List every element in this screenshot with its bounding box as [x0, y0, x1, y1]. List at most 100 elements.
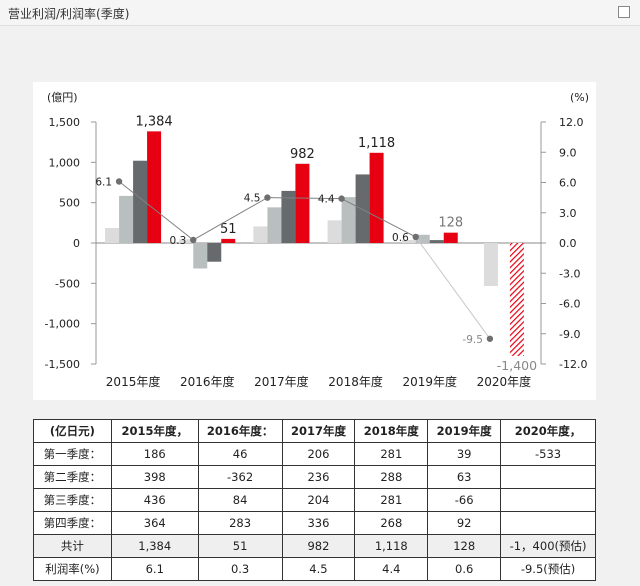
- table-cell: 288: [354, 465, 429, 489]
- table-row: 第一季度： 186 46 206 281 39 -533: [33, 442, 596, 466]
- margin-label: 0.6: [392, 232, 409, 244]
- y-tick-right: -3.0: [559, 267, 580, 280]
- table-cell: 2016年度：: [197, 419, 283, 443]
- table-margin-row: 利润率(%) 6.1 0.3 4.5 4.4 0.6 -9.5(预估): [33, 557, 596, 581]
- margin-line-segment: [267, 197, 342, 200]
- bar-3-2017年度: [281, 190, 296, 243]
- margin-line-segment: [118, 181, 194, 241]
- table-cell: [500, 465, 596, 489]
- table-cell: 281: [354, 442, 429, 466]
- margin-line-segment: [193, 197, 268, 241]
- y-tick-left: 1,000: [49, 156, 81, 169]
- y-tick-right: 12.0: [559, 116, 584, 129]
- panel-title: 营业利润/利润率(季度): [8, 7, 130, 21]
- margin-label: 4.4: [318, 194, 335, 206]
- y-tick-right: -9.0: [559, 328, 580, 341]
- bar-2-2016年度: [193, 243, 208, 269]
- y-tick-right: 0.0: [559, 237, 577, 250]
- table-row: 第四季度： 364 283 336 268 92: [33, 511, 596, 535]
- table-total-row: 共计 1,384 51 982 1,118 128 -1，400(预估): [33, 534, 596, 558]
- table-cell: -533: [500, 442, 596, 466]
- table-cell: -362: [197, 465, 283, 489]
- y-tick-left: -1,000: [45, 318, 80, 331]
- table-cell: 436: [110, 488, 199, 512]
- bar-2-2018年度: [341, 197, 356, 243]
- margin-label: 0.3: [170, 235, 187, 247]
- bar-1-2016年度: [179, 239, 194, 243]
- table-cell: 46: [197, 442, 283, 466]
- y-tick-right: -12.0: [559, 358, 587, 371]
- table-cell: 92: [427, 511, 502, 535]
- y-tick-right: 6.0: [559, 177, 577, 190]
- table-row: 第二季度： 398 -362 236 288 63: [33, 465, 596, 489]
- table-cell: 84: [197, 488, 283, 512]
- table-cell: [500, 511, 596, 535]
- profit-table: (亿日元) 2015年度， 2016年度： 2017年度 2018年度 2019年度 202…: [33, 419, 596, 581]
- bar-4-2015年度: [147, 131, 162, 243]
- margin-point: [264, 194, 271, 201]
- bar-1-2017年度: [253, 226, 268, 243]
- table-cell: 6.1: [110, 557, 199, 581]
- table-cell: 281: [354, 488, 429, 512]
- y-tick-left: 1,500: [49, 116, 81, 129]
- table-cell: 4.4: [354, 557, 429, 581]
- margin-line-segment: [415, 236, 491, 340]
- bar-data-label: -1,400: [497, 358, 537, 373]
- table-cell: 2017年度: [281, 419, 356, 443]
- table-cell: 51: [197, 534, 283, 558]
- table-header-row: (亿日元) 2015年度， 2016年度： 2017年度 2018年度 2019年度 202…: [33, 419, 596, 443]
- table-cell: 336: [281, 511, 356, 535]
- table-cell: 1,384: [110, 534, 199, 558]
- margin-line-segment: [341, 198, 416, 238]
- bar-4-2019年度: [443, 232, 458, 243]
- table-cell: 0.3: [197, 557, 283, 581]
- table-cell: 2019年度: [427, 419, 502, 443]
- bar-4-2018年度: [369, 152, 384, 243]
- bar-1-2018年度: [327, 220, 342, 243]
- bar-4-2020年度: [509, 243, 524, 356]
- margin-label: 6.1: [95, 176, 112, 188]
- table-cell: 共计: [33, 534, 112, 558]
- table-cell: 63: [427, 465, 502, 489]
- table-cell: 236: [281, 465, 356, 489]
- bar-1-2019年度: [401, 239, 416, 243]
- table-cell: [500, 488, 596, 512]
- bar-3-2018年度: [355, 174, 370, 243]
- table-cell: (亿日元): [33, 419, 112, 443]
- y-tick-right: 9.0: [559, 146, 577, 159]
- y-tick-right: -6.0: [559, 298, 580, 311]
- margin-label: 4.5: [244, 193, 261, 205]
- table-row: 第三季度： 436 84 204 281 -66: [33, 488, 596, 512]
- margin-point: [338, 195, 345, 202]
- expand-icon[interactable]: [618, 6, 630, 18]
- table-cell: 268: [354, 511, 429, 535]
- table-cell: 204: [281, 488, 356, 512]
- bar-4-2016年度: [221, 238, 236, 243]
- table-cell: 128: [427, 534, 502, 558]
- bar-data-label: 51: [220, 222, 237, 237]
- bar-2-2017年度: [267, 207, 282, 243]
- table-cell: 982: [281, 534, 356, 558]
- panel-header: 营业利润/利润率(季度): [0, 0, 640, 26]
- bar-4-2017年度: [295, 163, 310, 243]
- table-cell: 0.6: [427, 557, 502, 581]
- table-cell: 206: [281, 442, 356, 466]
- table-cell: 39: [427, 442, 502, 466]
- table-cell: 第三季度：: [33, 488, 112, 512]
- table-cell: 186: [110, 442, 199, 466]
- table-cell: 4.5: [281, 557, 356, 581]
- table-cell: 第二季度：: [33, 465, 112, 489]
- table-cell: 第一季度：: [33, 442, 112, 466]
- x-tick-label: 2016年度: [180, 374, 235, 389]
- bar-data-label: 982: [290, 147, 315, 162]
- bar-2-2019年度: [415, 234, 430, 243]
- x-tick-label: 2019年度: [402, 374, 457, 389]
- x-tick-label: 2017年度: [254, 374, 309, 389]
- y-tick-left: 500: [59, 197, 80, 210]
- x-tick-label: 2015年度: [106, 374, 161, 389]
- table-cell: 2018年度: [354, 419, 429, 443]
- table-cell: 2015年度，: [110, 419, 199, 443]
- chart-area: (億円) (%) 1,500 1,000 500 0 -500 -1,000 -1,500 12.…: [33, 82, 596, 400]
- y-tick-left: -1,500: [45, 358, 80, 371]
- table-cell: 283: [197, 511, 283, 535]
